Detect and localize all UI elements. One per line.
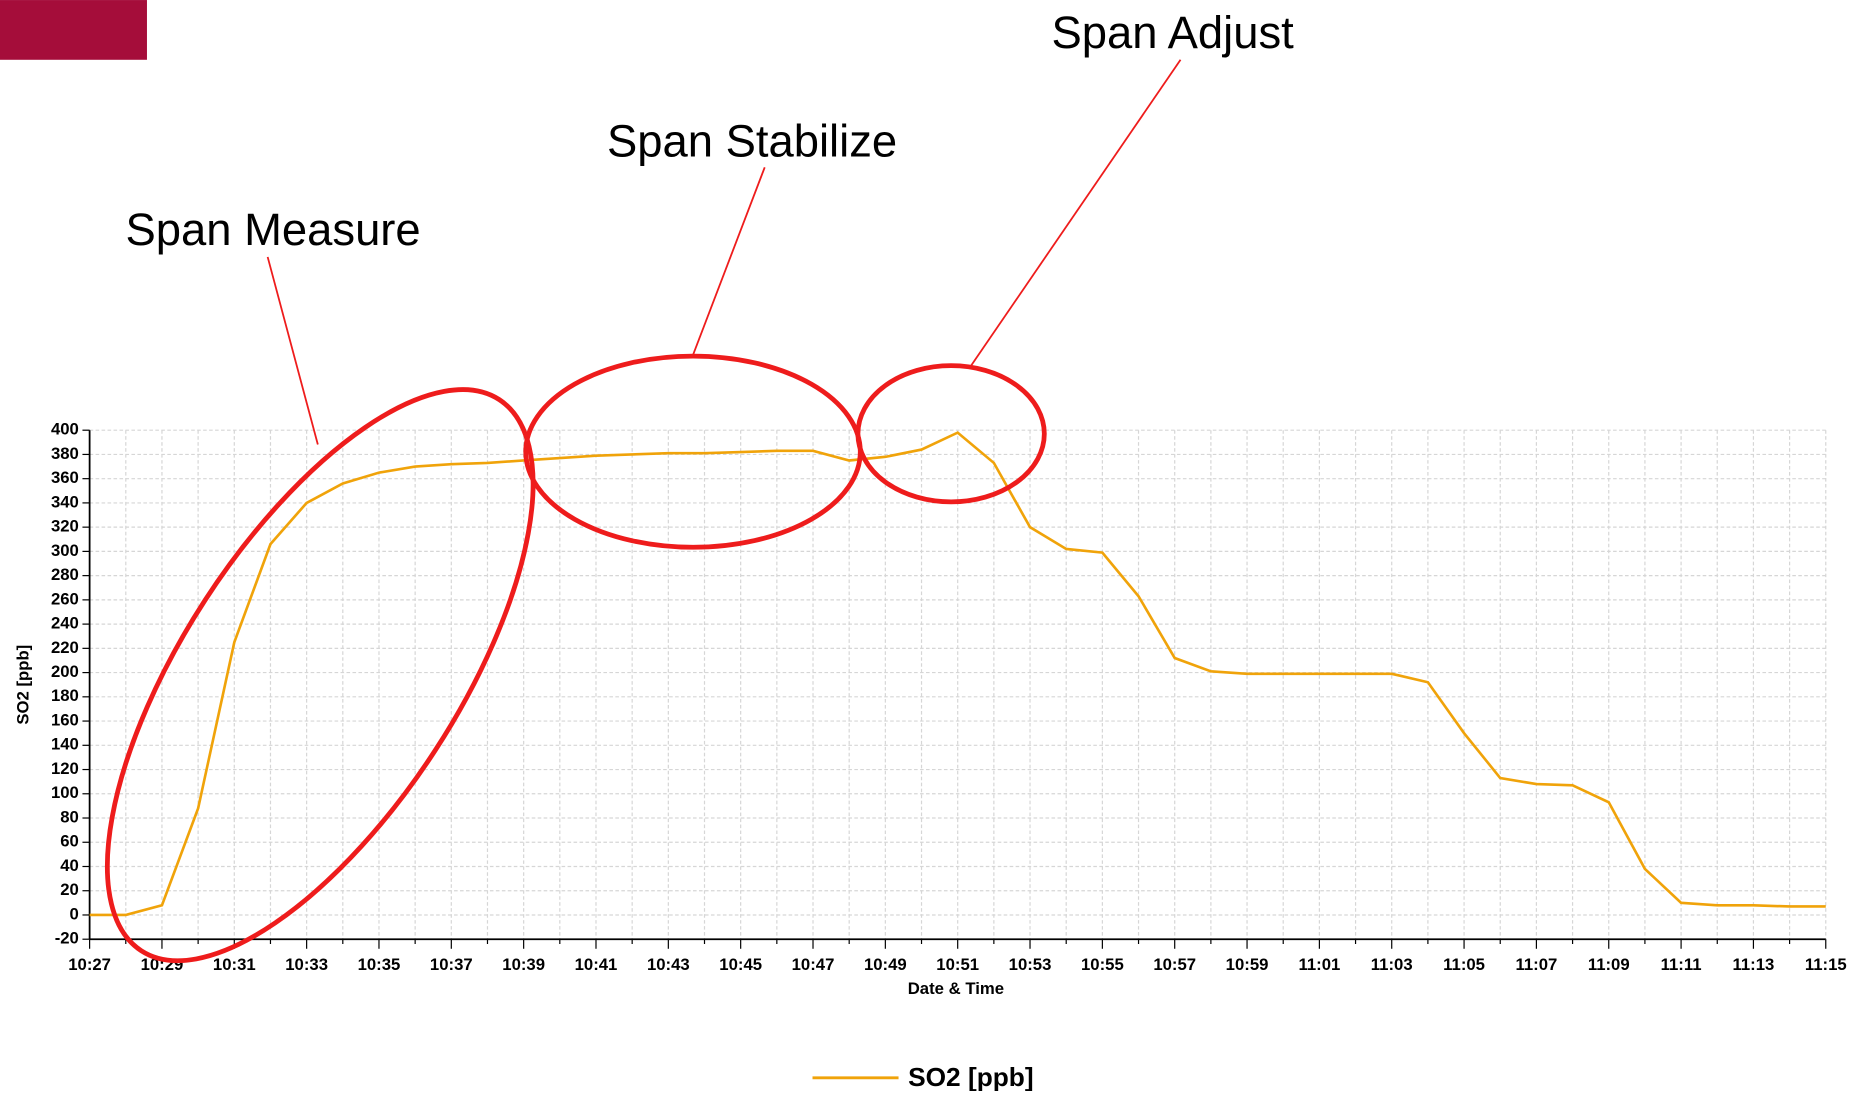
ellipse xyxy=(855,363,1047,505)
y-tick-label: 160 xyxy=(51,710,79,729)
y-tick-label: 400 xyxy=(51,420,79,439)
y-tick-label: 40 xyxy=(60,856,79,875)
x-tick-label: 11:05 xyxy=(1443,955,1485,974)
y-tick-label: 80 xyxy=(60,807,79,826)
x-tick-label: 10:55 xyxy=(1081,955,1124,974)
y-tick-label: 140 xyxy=(51,735,79,754)
x-tick-label: 11:15 xyxy=(1805,955,1847,974)
x-tick-label: 10:59 xyxy=(1226,955,1269,974)
annotation-shapes xyxy=(104,59,1182,964)
y-tick-label: 200 xyxy=(51,662,79,681)
legend: SO2 [ppb] xyxy=(812,1062,1034,1092)
y-tick-label: 20 xyxy=(60,880,79,899)
leader-line xyxy=(692,167,766,356)
x-tick-label: 10:39 xyxy=(502,955,545,974)
x-tick-label: 11:03 xyxy=(1371,955,1413,974)
logo-block xyxy=(0,0,147,60)
plot-area: 10:27 10:29 10:31 10:33 10:35 10:37 10:39 10:41… xyxy=(51,420,1847,974)
annotation: Span Stabilize xyxy=(607,116,897,167)
x-tick-label: 10:45 xyxy=(719,955,762,974)
y-tick-label: 300 xyxy=(51,541,79,560)
ellipse xyxy=(104,387,536,964)
y-tick-label: 240 xyxy=(51,614,79,633)
y-tick-label: -20 xyxy=(55,929,79,948)
annotation: Span Adjust xyxy=(1051,7,1294,58)
x-tick-label: 10:41 xyxy=(575,955,618,974)
y-tick-label: 360 xyxy=(51,468,79,487)
x-tick-label: 11:07 xyxy=(1515,955,1557,974)
y-tick-label: 280 xyxy=(51,565,79,584)
x-tick-label: 11:09 xyxy=(1588,955,1630,974)
x-tick-label: 10:51 xyxy=(936,955,979,974)
x-tick-label: 10:57 xyxy=(1153,955,1196,974)
y-tick-label: 260 xyxy=(51,589,79,608)
y-tick-label: 380 xyxy=(51,444,79,463)
x-tick-label: 10:37 xyxy=(430,955,473,974)
x-tick-label: 10:49 xyxy=(864,955,907,974)
y-tick-label: 320 xyxy=(51,517,79,536)
legend-label: SO2 [ppb] xyxy=(908,1062,1033,1091)
annotation: Span Measure xyxy=(125,204,420,255)
y-tick-label: 220 xyxy=(51,638,79,657)
x-tick-label: 10:53 xyxy=(1009,955,1052,974)
x-tick-label: 11:01 xyxy=(1298,955,1340,974)
x-tick-label: 11:13 xyxy=(1733,955,1775,974)
y-tick-label: 120 xyxy=(51,759,79,778)
x-tick-label: 10:31 xyxy=(213,955,256,974)
x-tick-label: 10:27 xyxy=(68,955,111,974)
y-tick-label: 180 xyxy=(51,686,79,705)
y-axis-label: SO2 [ppb] xyxy=(13,645,32,725)
x-tick-label: 11:11 xyxy=(1661,955,1702,974)
x-tick-label: 10:33 xyxy=(285,955,328,974)
x-tick-label: 10:47 xyxy=(792,955,835,974)
leader-line xyxy=(266,256,319,445)
y-tick-label: 0 xyxy=(70,904,79,923)
y-tick-label: 60 xyxy=(60,832,79,851)
y-tick-label: 100 xyxy=(51,783,79,802)
x-tick-label: 10:35 xyxy=(358,955,401,974)
x-axis-label: Date & Time xyxy=(908,979,1004,998)
x-tick-label: 10:43 xyxy=(647,955,690,974)
y-tick-label: 340 xyxy=(51,492,79,511)
data-line xyxy=(89,431,1826,917)
leader-line xyxy=(969,59,1182,368)
